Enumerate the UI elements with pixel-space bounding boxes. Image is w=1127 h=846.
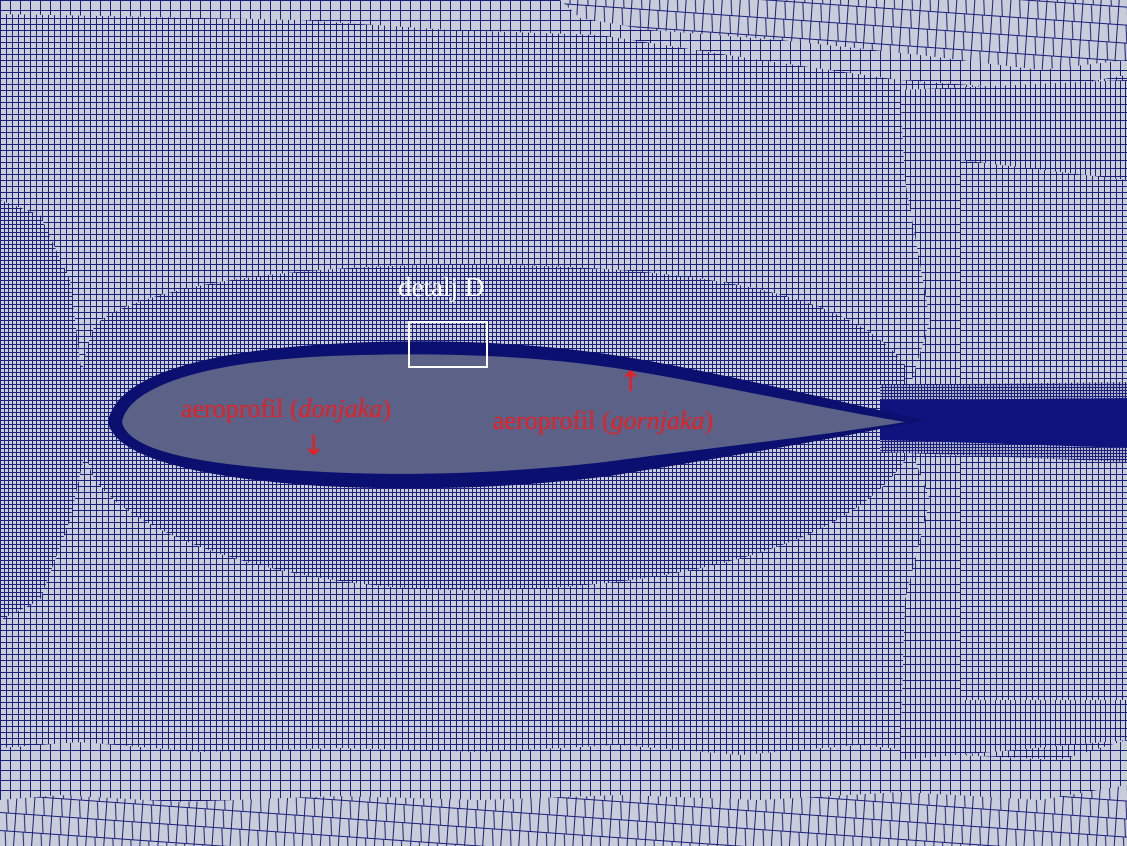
mesh-left-transition xyxy=(0,200,90,620)
mesh-very-coarse-bottom xyxy=(0,785,1127,846)
detail-d-text: detalj D xyxy=(398,272,485,302)
upper-surface-label: aeroprofil (gornjaka) xyxy=(493,408,713,434)
lower-surface-label: aeroprofil (donjaka) xyxy=(181,396,391,422)
detail-d-label: detalj D xyxy=(398,274,484,301)
detail-d-box xyxy=(408,321,488,368)
arrow-down-icon: ↓ xyxy=(302,429,326,462)
lower-surface-label-emphasis: donjaka xyxy=(298,394,383,423)
upper-surface-label-emphasis: gornjaka xyxy=(610,406,705,435)
lower-surface-label-suffix: ) xyxy=(382,394,392,423)
airfoil-body xyxy=(122,354,905,474)
upper-surface-label-prefix: aeroprofil ( xyxy=(493,406,611,435)
upper-surface-label-suffix: ) xyxy=(704,406,714,435)
lower-surface-label-prefix: aeroprofil ( xyxy=(181,394,299,423)
arrow-up-icon: ↑ xyxy=(619,365,643,398)
wake-band xyxy=(880,398,1127,448)
mesh-very-coarse-top-right xyxy=(560,0,1127,70)
wake-band-outer xyxy=(880,382,1127,462)
